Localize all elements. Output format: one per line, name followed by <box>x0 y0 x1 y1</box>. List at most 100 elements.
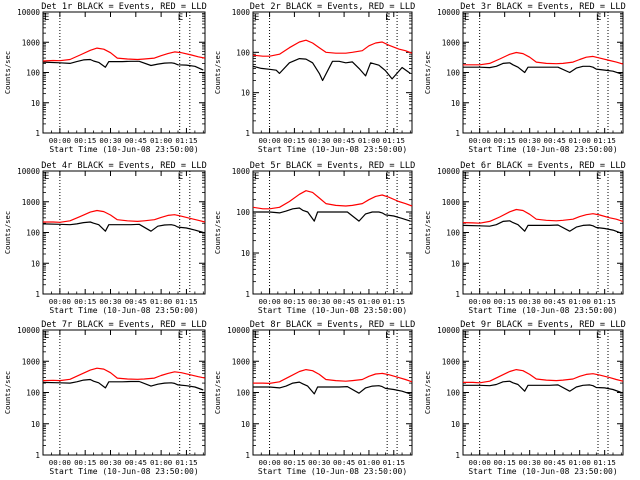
x-tick-label: 00:00 <box>258 136 280 145</box>
x-tick-label: 00:15 <box>283 136 305 145</box>
x-tick-label: 00:30 <box>308 458 330 467</box>
detector-panel-7: Det 7r BLACK = Events, RED = LLD Counts/s… <box>3 320 207 476</box>
x-tick-label: 00:00 <box>49 136 71 145</box>
x-tick-label: 00:45 <box>333 136 355 145</box>
y-tick-label: 10 <box>31 420 41 429</box>
e-marker-right: E <box>178 331 183 341</box>
y-tick-label: 1 <box>245 451 250 460</box>
y-axis-label: Counts/sec <box>213 51 222 94</box>
y-tick-label: 1 <box>35 451 40 460</box>
x-tick-label: 01:00 <box>150 297 172 306</box>
y-tick-label: 1000 <box>22 38 41 47</box>
x-tick-label: 00:15 <box>494 136 516 145</box>
e-marker-left: E <box>254 13 259 23</box>
y-tick-label: 100 <box>236 48 250 57</box>
y-tick-label: 10 <box>451 259 461 268</box>
x-tick-label: 01:15 <box>594 297 616 306</box>
panel-title: Det 4r BLACK = Events, RED = LLD <box>41 161 207 171</box>
e-marker-left: E <box>44 331 49 341</box>
y-axis-label: Counts/sec <box>213 211 222 254</box>
x-axis-label: Start Time (10-Jun-08 23:50:00) <box>258 145 407 154</box>
x-axis-label: Start Time (10-Jun-08 23:50:00) <box>49 306 198 315</box>
x-tick-label: 01:15 <box>594 458 616 467</box>
events-series-line <box>253 207 411 222</box>
plot-frame <box>462 170 624 295</box>
x-tick-label: 01:00 <box>150 458 172 467</box>
x-axis-label: Start Time (10-Jun-08 23:50:00) <box>258 467 407 476</box>
y-tick-label: 100 <box>26 229 40 238</box>
x-tick-label: 01:00 <box>358 136 380 145</box>
x-tick-label: 01:15 <box>594 136 616 145</box>
y-tick-label: 1 <box>245 290 250 299</box>
lld-series-line <box>463 51 624 66</box>
x-tick-label: 00:45 <box>333 297 355 306</box>
y-tick-label: 10 <box>451 99 461 108</box>
y-tick-label: 10 <box>31 259 41 268</box>
events-series-line <box>463 380 622 394</box>
y-tick-label: 10000 <box>437 8 460 17</box>
y-tick-label: 100 <box>446 389 460 398</box>
y-tick-label: 100 <box>26 389 40 398</box>
x-tick-label: 00:30 <box>308 136 330 145</box>
y-tick-label: 1000 <box>442 357 461 366</box>
detector-panel-9: Det 9r BLACK = Events, RED = LLD Counts/s… <box>423 320 626 476</box>
x-tick-label: 00:30 <box>99 136 121 145</box>
y-tick-label: 10000 <box>227 326 250 335</box>
y-tick-label: 1000 <box>232 8 251 17</box>
e-marker-left: E <box>44 172 49 182</box>
x-tick-label: 00:15 <box>74 136 96 145</box>
y-tick-label: 10000 <box>17 8 40 17</box>
x-tick-label: 00:45 <box>544 458 566 467</box>
y-axis-label: Counts/sec <box>3 371 12 414</box>
x-tick-label: 00:30 <box>99 458 121 467</box>
e-marker-left: E <box>464 13 469 23</box>
x-tick-label: 01:00 <box>358 458 380 467</box>
plot-frame <box>252 11 413 134</box>
e-marker-right: E <box>385 172 390 182</box>
x-tick-label: 00:15 <box>494 297 516 306</box>
panel-title: Det 1r BLACK = Events, RED = LLD <box>41 2 207 12</box>
e-marker-left: E <box>464 172 469 182</box>
y-tick-label: 1 <box>35 129 40 138</box>
e-marker-left: E <box>44 13 49 23</box>
y-tick-label: 100 <box>26 69 40 78</box>
detector-panel-6: Det 6r BLACK = Events, RED = LLD Counts/s… <box>423 161 626 315</box>
y-tick-label: 10 <box>241 249 251 258</box>
x-tick-label: 00:00 <box>49 458 71 467</box>
x-tick-label: 00:30 <box>99 297 121 306</box>
lld-series-line <box>463 369 624 384</box>
e-marker-left: E <box>464 331 469 341</box>
y-axis-label: Counts/sec <box>3 211 12 254</box>
x-tick-label: 00:45 <box>544 136 566 145</box>
events-series-line <box>252 57 411 82</box>
events-series-line <box>42 221 204 234</box>
x-tick-label: 00:30 <box>519 297 541 306</box>
y-tick-label: 10 <box>31 99 41 108</box>
y-tick-label: 1 <box>35 290 40 299</box>
y-tick-label: 100 <box>446 229 460 238</box>
detector-panel-3: Det 3r BLACK = Events, RED = LLD Counts/s… <box>423 2 626 154</box>
x-tick-label: 00:00 <box>469 136 491 145</box>
e-marker-right: E <box>385 331 390 341</box>
e-marker-right: E <box>596 331 601 341</box>
x-tick-label: 00:00 <box>49 297 71 306</box>
y-tick-label: 100 <box>236 389 250 398</box>
events-series-line <box>42 378 204 391</box>
x-axis-label: Start Time (10-Jun-08 23:50:00) <box>468 145 617 154</box>
y-tick-label: 1 <box>455 290 460 299</box>
plot-frame <box>252 170 413 295</box>
plot-frame <box>462 11 624 134</box>
e-marker-right: E <box>596 172 601 182</box>
x-tick-label: 00:00 <box>469 458 491 467</box>
y-axis-label: Counts/sec <box>3 51 12 94</box>
panel-title: Det 2r BLACK = Events, RED = LLD <box>250 2 416 12</box>
x-tick-label: 01:15 <box>175 458 197 467</box>
x-axis-label: Start Time (10-Jun-08 23:50:00) <box>468 467 617 476</box>
panel-title: Det 3r BLACK = Events, RED = LLD <box>460 2 626 12</box>
x-axis-label: Start Time (10-Jun-08 23:50:00) <box>258 306 407 315</box>
panel-title: Det 9r BLACK = Events, RED = LLD <box>460 320 626 330</box>
plot-frame <box>42 329 206 456</box>
detector-panel-2: Det 2r BLACK = Events, RED = LLD Counts/s… <box>213 2 415 154</box>
x-tick-label: 01:15 <box>175 136 197 145</box>
